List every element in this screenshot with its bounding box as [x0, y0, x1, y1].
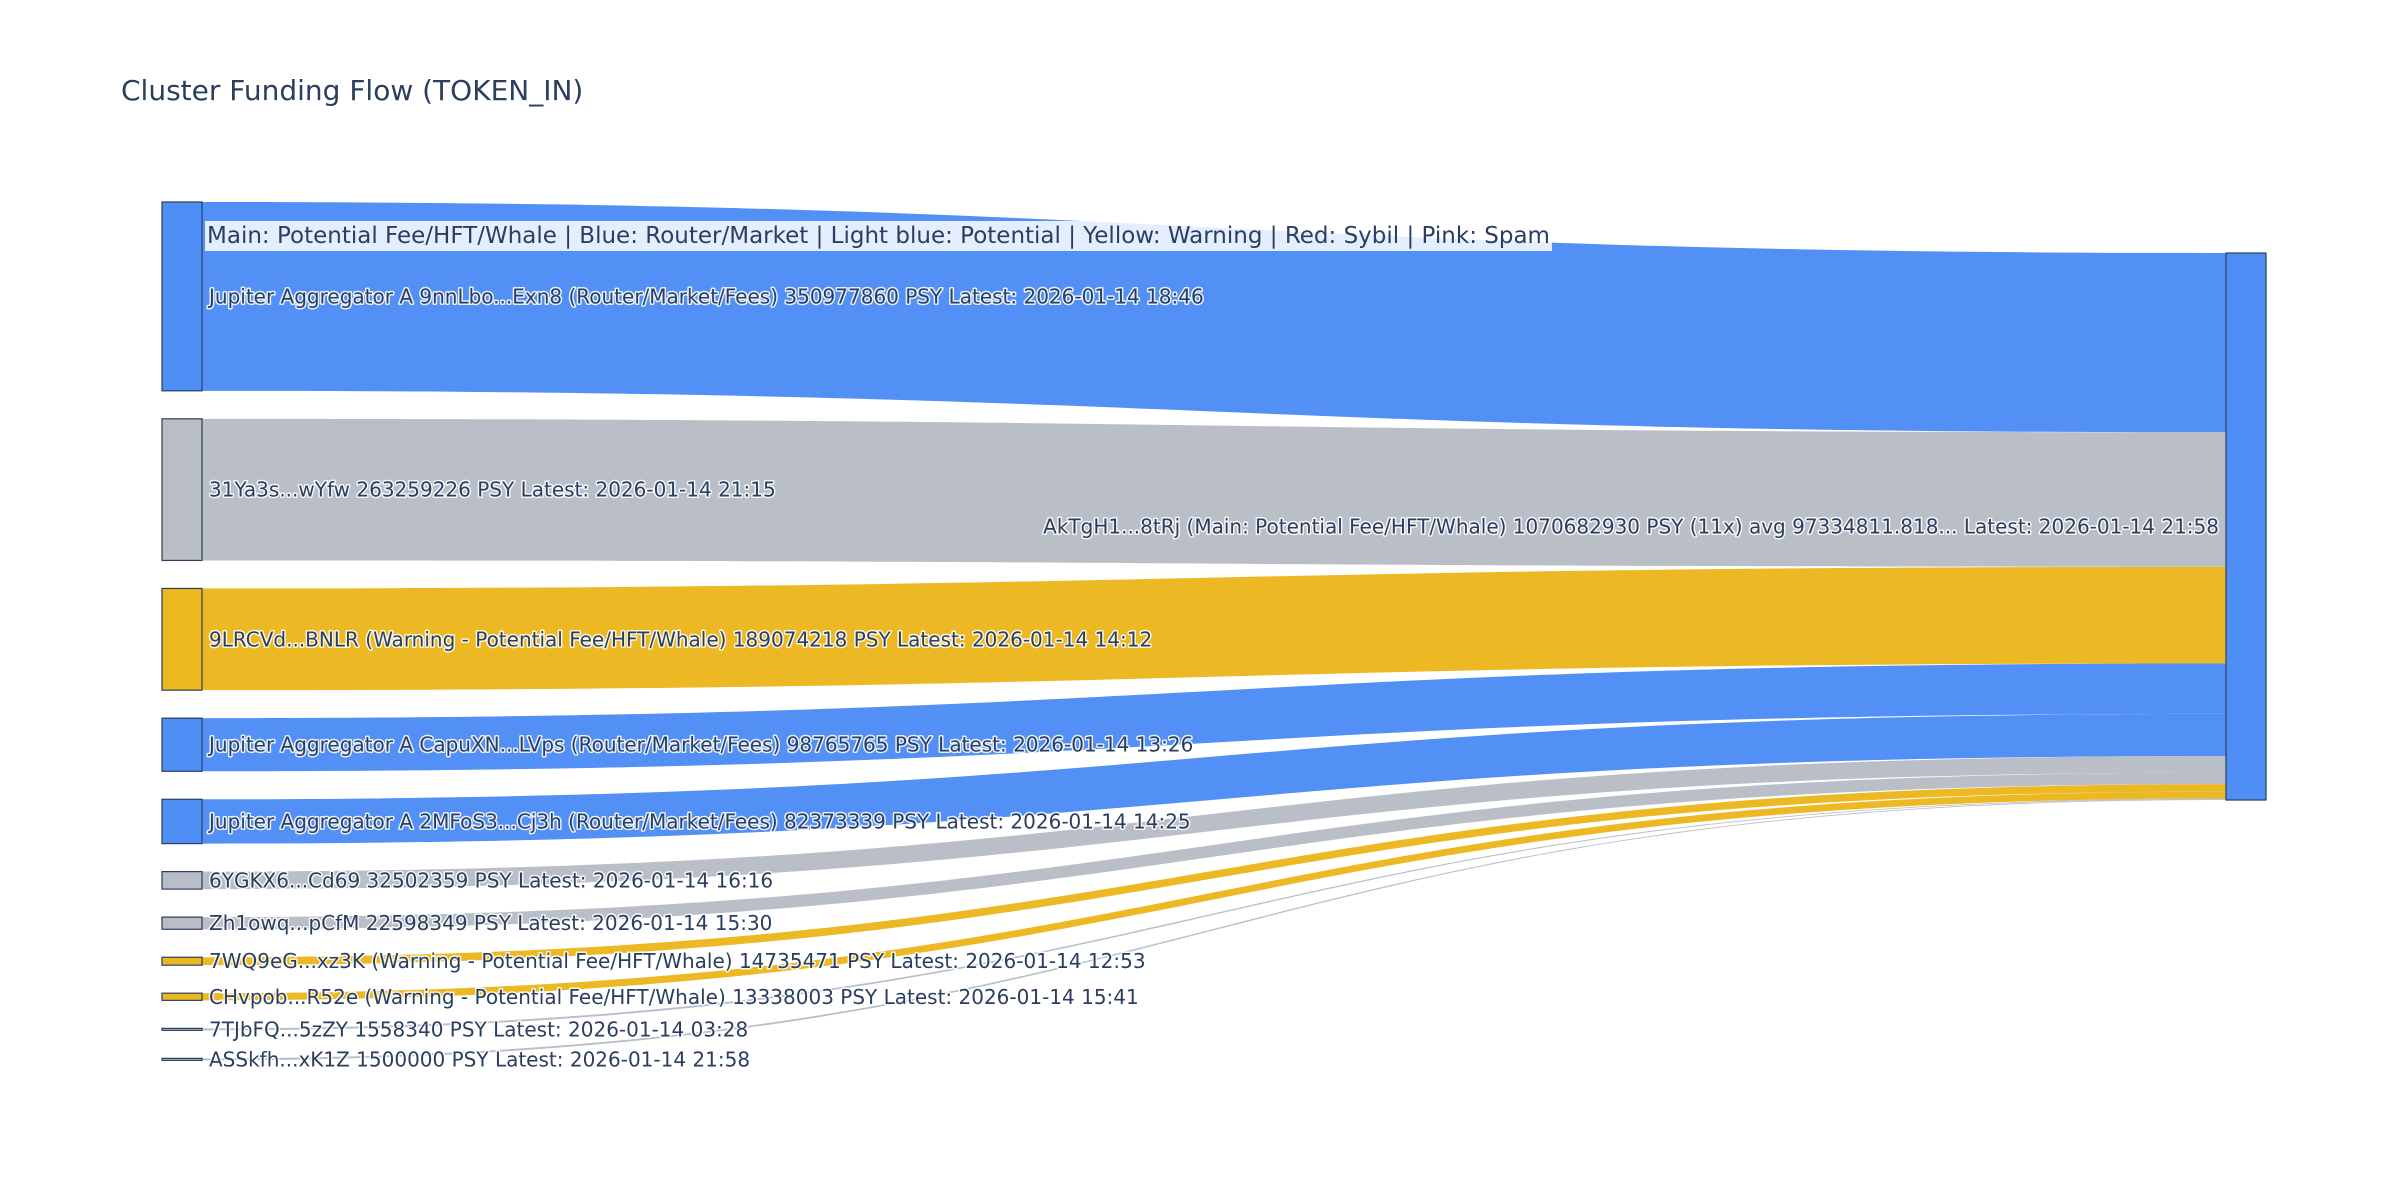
source-node-label: Jupiter Aggregator A CapuXN...LVps (Rout…	[207, 733, 1193, 757]
source-node-label: 31Ya3s...wYfw 263259226 PSY Latest: 2026…	[209, 478, 776, 502]
source-node[interactable]	[161, 587, 203, 691]
source-node-label: 7TJbFQ...5zZY 1558340 PSY Latest: 2026-0…	[209, 1017, 748, 1041]
source-node[interactable]	[161, 1027, 203, 1031]
flow-link[interactable]	[202, 663, 2226, 772]
source-node[interactable]	[161, 956, 203, 966]
source-node[interactable]	[161, 871, 203, 890]
source-node-label: Jupiter Aggregator A 2MFoS3...Cj3h (Rout…	[207, 809, 1191, 833]
flow-nodes	[161, 201, 2267, 1061]
flow-link[interactable]	[202, 755, 2226, 890]
flow-link[interactable]	[202, 713, 2226, 844]
flow-link[interactable]	[202, 791, 2226, 1001]
source-node-label: 6YGKX6...Cd69 32502359 PSY Latest: 2026-…	[209, 868, 773, 892]
node-labels: Jupiter Aggregator A 9nnLbo...Exn8 (Rout…	[206, 283, 2221, 1073]
source-node[interactable]	[161, 201, 203, 392]
flow-link[interactable]	[202, 799, 2226, 1061]
source-node[interactable]	[161, 1057, 203, 1061]
source-node[interactable]	[161, 717, 203, 772]
chart-title: Cluster Funding Flow (TOKEN_IN)	[121, 74, 583, 107]
source-node-label: ASSkfh...xK1Z 1500000 PSY Latest: 2026-0…	[209, 1047, 750, 1071]
flow-link[interactable]	[202, 798, 2226, 1031]
flow-link[interactable]	[202, 772, 2226, 930]
source-node-label: Zh1owq...pCfM 22598349 PSY Latest: 2026-…	[209, 911, 772, 935]
flow-link[interactable]	[202, 418, 2226, 567]
target-node-label: AkTgH1...8tRj (Main: Potential Fee/HFT/W…	[1043, 515, 2219, 539]
flow-links	[202, 202, 2226, 1061]
flow-link[interactable]	[202, 784, 2226, 966]
flow-link[interactable]	[202, 202, 2226, 433]
target-node[interactable]	[2225, 252, 2267, 801]
legend-annotation-box	[205, 221, 1552, 251]
source-node[interactable]	[161, 798, 203, 845]
source-node-label: 9LRCVd...BNLR (Warning - Potential Fee/H…	[209, 627, 1152, 651]
legend-annotation: Main: Potential Fee/HFT/Whale | Blue: Ro…	[205, 221, 1552, 251]
flow-link[interactable]	[202, 566, 2226, 691]
source-node-label: Jupiter Aggregator A 9nnLbo...Exn8 (Rout…	[207, 284, 1204, 308]
source-node[interactable]	[161, 418, 203, 562]
source-node-label: 7WQ9eG...xz3K (Warning - Potential Fee/H…	[209, 949, 1146, 973]
source-node[interactable]	[161, 916, 203, 930]
source-node-label: CHvpob...R52e (Warning - Potential Fee/H…	[209, 985, 1139, 1009]
legend-annotation-text: Main: Potential Fee/HFT/Whale | Blue: Ro…	[207, 223, 1550, 249]
source-node[interactable]	[161, 992, 203, 1001]
